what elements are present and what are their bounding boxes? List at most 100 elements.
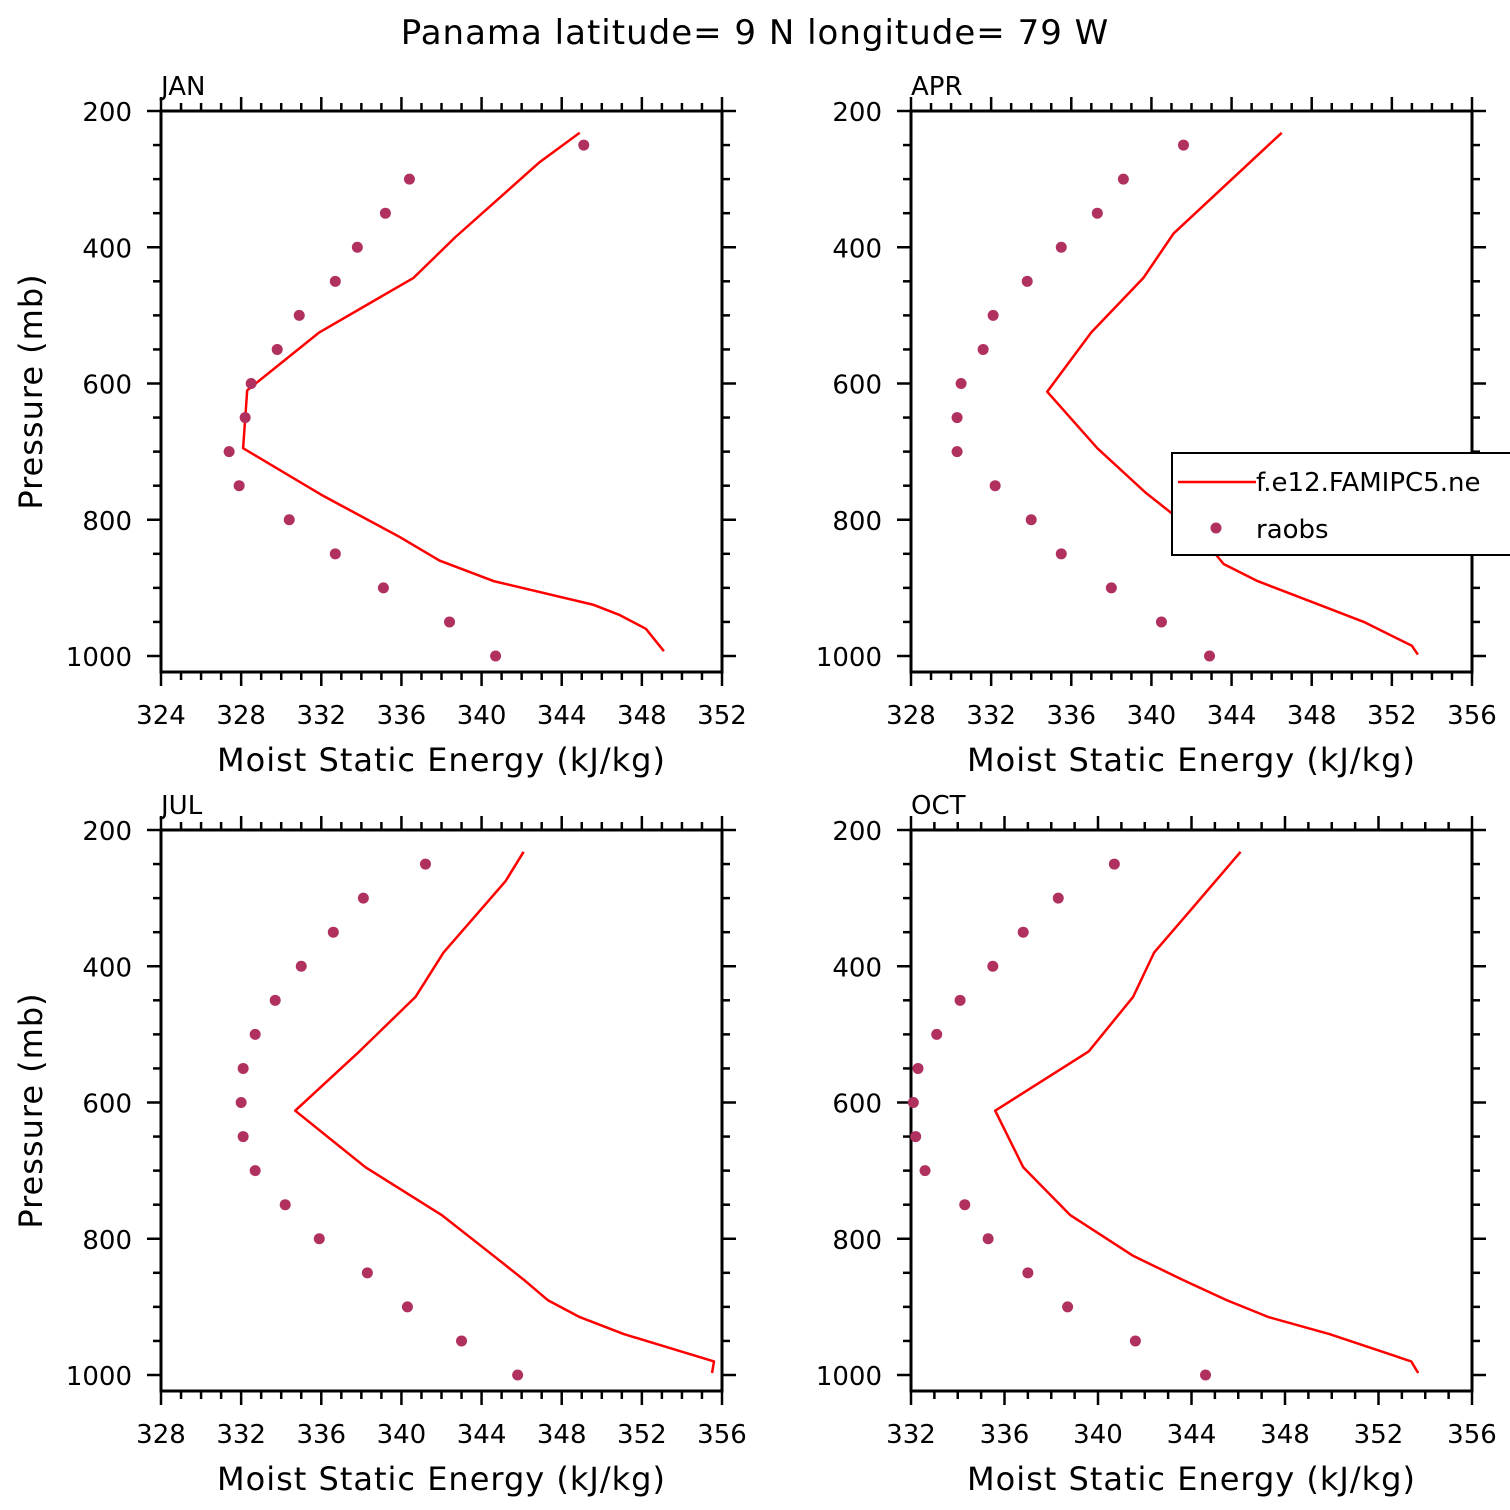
raob-point [239,412,251,424]
y-axis-label: Pressure (mb) [12,992,50,1228]
y-tick-label: 400 [82,953,132,983]
raob-point [1129,1335,1141,1347]
panel-oct: OCT 332 336 340 344 348 352 356 200 400 600 800 1000… [816,791,1497,1498]
x-tick-label: 352 [617,1420,667,1450]
legend-obs-label: raobs [1256,515,1329,545]
panels: JAN 324 328 332 336 340 344 348 352 200 400 600 800 1… [12,72,1497,1498]
raob-point [295,960,307,972]
model-line [1045,131,1419,656]
raob-point [954,994,966,1006]
x-tick-label: 348 [1260,1420,1310,1450]
raob-point [919,1165,931,1177]
x-tick-label: 336 [1046,701,1096,731]
x-tick-label: 340 [1073,1420,1123,1450]
legend-model-label: f.e12.FAMIPC5.ne [1256,468,1480,498]
x-tick-label: 332 [216,1420,266,1450]
raob-point [1021,275,1033,287]
raob-point [444,616,456,628]
x-tick-label: 340 [377,1420,427,1450]
legend: f.e12.FAMIPC5.ne raobs [1171,452,1510,556]
raob-point [327,926,339,938]
raob-point [245,378,257,389]
x-tick-label: 344 [457,1420,507,1450]
x-tick-label: 356 [697,1420,747,1450]
figure-title: Panama latitude= 9 N longitude= 79 W [401,13,1110,53]
plot-frame [909,109,1474,674]
raob-point [951,412,963,424]
y-tick-label: 800 [832,1226,882,1256]
legend-box [1171,452,1510,556]
raob-point [1200,1369,1212,1381]
raob-point [955,378,967,389]
raob-point [279,1199,291,1211]
raob-point [1204,650,1216,662]
raob-point [989,480,1001,492]
y-tick-label: 200 [832,98,882,128]
x-tick-label: 336 [377,701,427,731]
x-axis-label: Moist Static Energy (kJ/kg) [967,741,1416,779]
x-tick-label: 348 [1287,701,1337,731]
raob-point [1017,926,1029,938]
raob-point [403,173,415,185]
panel-label: OCT [911,791,966,821]
raob-point [379,207,391,219]
y-tick-label: 600 [82,1090,132,1120]
y-tick-label: 1000 [816,643,882,673]
raob-point [1052,892,1064,904]
raob-point [1055,548,1067,560]
x-tick-label: 340 [457,701,507,731]
raob-point [1177,139,1189,151]
raob-point [361,1267,373,1279]
raob-point [1155,616,1167,628]
raob-point [235,1097,247,1108]
raob-point [1055,241,1067,253]
y-tick-label: 200 [82,817,132,847]
raob-point [907,1097,919,1108]
panel-label: JAN [159,72,205,102]
raob-point [1025,514,1037,526]
y-tick-label: 400 [832,234,882,264]
raob-point [293,309,305,321]
x-tick-label: 324 [136,701,186,731]
raob-point [329,275,341,287]
y-tick-label: 800 [832,507,882,537]
raob-point [401,1301,413,1313]
raob-point [456,1335,468,1347]
x-tick-label: 328 [886,701,936,731]
panel-label: APR [911,72,963,102]
raob-point [223,446,235,458]
model-line [993,850,1420,1374]
raob-point [1108,858,1120,870]
raob-point [512,1369,524,1381]
raob-point [931,1028,943,1040]
raob-point [271,343,283,355]
y-tick-label: 400 [832,953,882,983]
plot-frame [159,109,724,674]
raob-point [351,241,363,253]
x-tick-label: 348 [617,701,667,731]
x-tick-label: 332 [886,1420,936,1450]
x-tick-label: 348 [537,1420,587,1450]
y-tick-label: 1000 [66,643,132,673]
x-tick-label: 328 [136,1420,186,1450]
x-tick-label: 352 [697,701,747,731]
raob-point [269,994,281,1006]
raob-point [1105,582,1117,594]
raob-point [237,1062,249,1074]
raob-point [249,1028,261,1040]
raob-point [959,1199,971,1211]
x-tick-label: 332 [966,701,1016,731]
raob-point [987,960,999,972]
raob-point [233,480,245,492]
raob-point [357,892,369,904]
x-tick-label: 344 [1167,1420,1217,1450]
plot-frame [159,828,724,1393]
x-tick-label: 336 [296,1420,346,1450]
x-tick-label: 332 [296,701,346,731]
x-tick-label: 356 [1447,1420,1497,1450]
raob-point [490,650,502,662]
model-line [293,851,716,1374]
y-tick-label: 1000 [816,1362,882,1392]
panel-jul: JUL 328 332 336 340 344 348 352 356 200 400 600 800 1… [12,791,747,1498]
